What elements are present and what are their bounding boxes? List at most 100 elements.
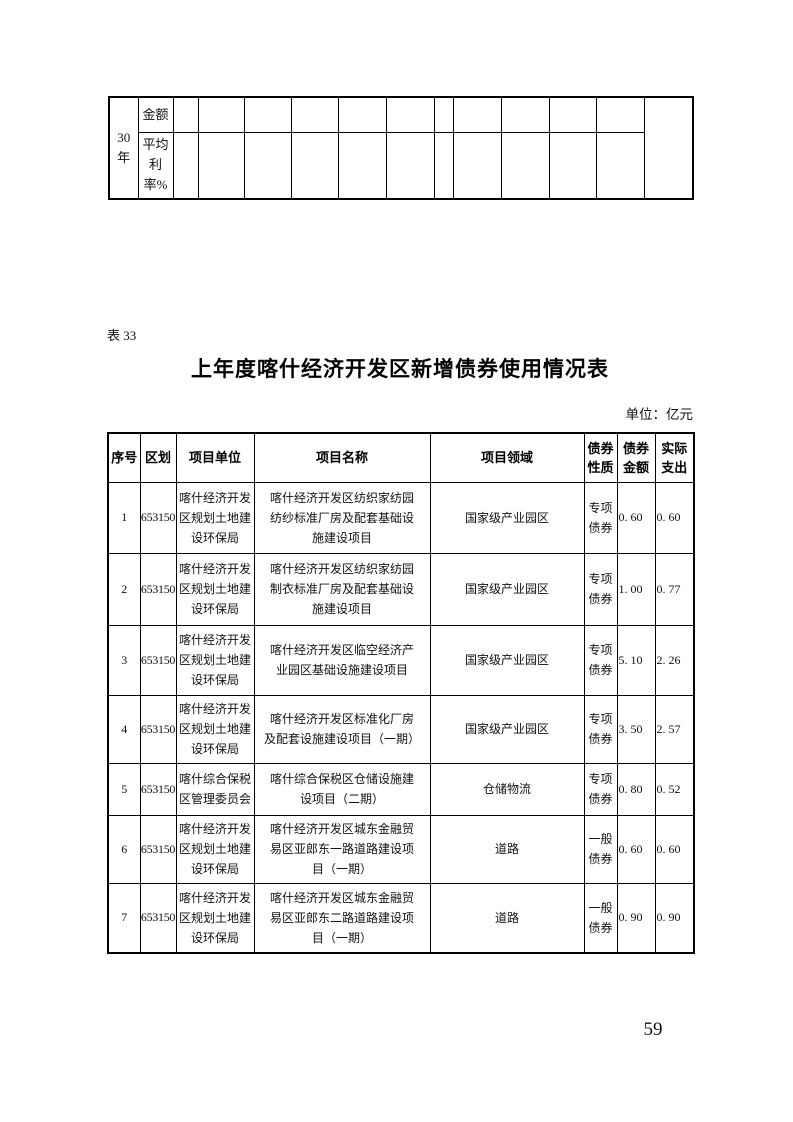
empty-cell (172, 131, 199, 200)
table-row: 1 653150 喀什经济开发 区规划土地建 设环保局 喀什经济开发区纺织家纺园… (107, 481, 695, 554)
page-number: 59 (643, 1019, 663, 1040)
cell-seq: 5 (107, 762, 141, 816)
cell-seq: 6 (107, 814, 141, 884)
col-header-project-name: 项目名称 (253, 432, 431, 483)
table-row: 平均 利 率% (109, 131, 693, 200)
empty-cell (500, 131, 550, 200)
empty-cell (243, 96, 292, 133)
cell-project-name: 喀什经济开发区城东金融贸 易区亚郎东二路道路建设项 目（一期） (253, 882, 431, 954)
cell-bond-amount: 0. 60 (616, 481, 656, 554)
empty-cell (385, 131, 435, 200)
cell-project-name: 喀什经济开发区城东金融贸 易区亚郎东一路道路建设项 目（一期） (253, 814, 431, 884)
empty-cell (500, 96, 550, 133)
col-header-district: 区划 (139, 432, 177, 483)
cell-project-name: 喀什经济开发区纺织家纺园 纺纱标准厂房及配套基础设 施建设项目 (253, 481, 431, 554)
empty-cell (433, 96, 454, 133)
cell-project-name: 喀什经济开发区标准化厂房 及配套设施建设项目（一期） (253, 694, 431, 764)
col-header-bond-amount: 债券 金额 (616, 432, 656, 483)
cell-project-name: 喀什综合保税区仓储设施建 设项目（二期） (253, 762, 431, 816)
table-row: 7 653150 喀什经济开发 区规划土地建 设环保局 喀什经济开发区城东金融贸… (107, 882, 695, 954)
table-row: 2 653150 喀什经济开发 区规划土地建 设环保局 喀什经济开发区纺织家纺园… (107, 552, 695, 626)
empty-cell (452, 96, 502, 133)
col-header-project-unit: 项目单位 (175, 432, 255, 483)
cell-bond-amount: 1. 00 (616, 552, 656, 626)
col-header-bond-nature: 债券 性质 (583, 432, 618, 483)
cell-project-field: 仓储物流 (429, 762, 585, 816)
table-row: 5 653150 喀什综合保税 区管理委员会 喀什综合保税区仓储设施建 设项目（… (107, 762, 695, 816)
cell-project-field: 道路 (429, 882, 585, 954)
cell-district-code: 653150 (139, 552, 177, 626)
empty-cell (385, 96, 435, 133)
carryover-debt-table: 30 年 金额 平均 利 率% (108, 96, 694, 200)
empty-cell (172, 96, 199, 133)
cell-district-code: 653150 (139, 624, 177, 696)
cell-project-field: 道路 (429, 814, 585, 884)
col-header-project-field: 项目领域 (429, 432, 585, 483)
table-row: 3 653150 喀什经济开发 区规划土地建 设环保局 喀什经济开发区临空经济产… (107, 624, 695, 696)
cell-project-unit: 喀什经济开发 区规划土地建 设环保局 (175, 694, 255, 764)
empty-cell (290, 96, 339, 133)
cell-bond-amount: 3. 50 (616, 694, 656, 764)
col-header-actual-spend: 实际 支出 (654, 432, 695, 483)
cell-bond-amount: 0. 90 (616, 882, 656, 954)
cell-district-code: 653150 (139, 882, 177, 954)
empty-cell (197, 96, 245, 133)
empty-cell (243, 131, 292, 200)
cell-project-field: 国家级产业园区 (429, 552, 585, 626)
col-header-seq: 序号 (107, 432, 141, 483)
empty-cell (290, 131, 339, 200)
empty-cell (433, 131, 454, 200)
table-row: 4 653150 喀什经济开发 区规划土地建 设环保局 喀什经济开发区标准化厂房… (107, 694, 695, 764)
cell-bond-nature: 专项 债券 (583, 481, 618, 554)
cell-seq: 2 (107, 552, 141, 626)
cell-project-field: 国家级产业园区 (429, 624, 585, 696)
cell-project-unit: 喀什经济开发 区规划土地建 设环保局 (175, 624, 255, 696)
cell-project-field: 国家级产业园区 (429, 481, 585, 554)
cell-actual-spend: 0. 90 (654, 882, 695, 954)
page-title: 上年度喀什经济开发区新增债券使用情况表 (191, 357, 609, 381)
cell-actual-spend: 0. 60 (654, 481, 695, 554)
cell-project-unit: 喀什经济开发 区规划土地建 设环保局 (175, 882, 255, 954)
cell-district-code: 653150 (139, 762, 177, 816)
cell-seq: 3 (107, 624, 141, 696)
cell-bond-nature: 专项 债券 (583, 694, 618, 764)
empty-cell (595, 96, 645, 133)
empty-cell (548, 131, 597, 200)
cell-actual-spend: 2. 26 (654, 624, 695, 696)
cell-actual-spend: 2. 57 (654, 694, 695, 764)
cell-bond-amount: 0. 60 (616, 814, 656, 884)
cell-district-code: 653150 (139, 814, 177, 884)
cell-bond-nature: 一般 债券 (583, 882, 618, 954)
cell-project-unit: 喀什经济开发 区规划土地建 设环保局 (175, 814, 255, 884)
cell-district-code: 653150 (139, 481, 177, 554)
cell-seq: 7 (107, 882, 141, 954)
cell-actual-spend: 0. 60 (654, 814, 695, 884)
cell-bond-amount: 0. 80 (616, 762, 656, 816)
cell-bond-nature: 一般 债券 (583, 814, 618, 884)
unit-label: 单位：亿元 (625, 407, 694, 422)
empty-cell (337, 96, 387, 133)
cell-project-name: 喀什经济开发区纺织家纺园 制衣标准厂房及配套基础设 施建设项目 (253, 552, 431, 626)
row-label-avg-rate: 平均 利 率% (137, 131, 174, 200)
table-header-row: 序号 区划 项目单位 项目名称 项目领域 债券 性质 债券 金额 实际 支出 (107, 432, 695, 483)
cell-project-field: 国家级产业园区 (429, 694, 585, 764)
row-label-amount: 金额 (137, 96, 174, 133)
cell-bond-amount: 5. 10 (616, 624, 656, 696)
empty-cell (452, 131, 502, 200)
cell-bond-nature: 专项 债券 (583, 552, 618, 626)
row-group-label-30yr: 30 年 (108, 96, 139, 200)
empty-cell (197, 131, 245, 200)
cell-actual-spend: 0. 52 (654, 762, 695, 816)
empty-cell (337, 131, 387, 200)
empty-cell (595, 131, 645, 200)
cell-seq: 1 (107, 481, 141, 554)
bond-usage-table: 序号 区划 项目单位 项目名称 项目领域 债券 性质 债券 金额 实际 支出 1… (107, 432, 695, 954)
cell-project-name: 喀什经济开发区临空经济产 业园区基础设施建设项目 (253, 624, 431, 696)
cell-district-code: 653150 (139, 694, 177, 764)
cell-bond-nature: 专项 债券 (583, 624, 618, 696)
table-row: 30 年 金额 (108, 96, 693, 200)
empty-cell (548, 96, 597, 133)
table-row: 6 653150 喀什经济开发 区规划土地建 设环保局 喀什经济开发区城东金融贸… (107, 814, 695, 884)
cell-actual-spend: 0. 77 (654, 552, 695, 626)
